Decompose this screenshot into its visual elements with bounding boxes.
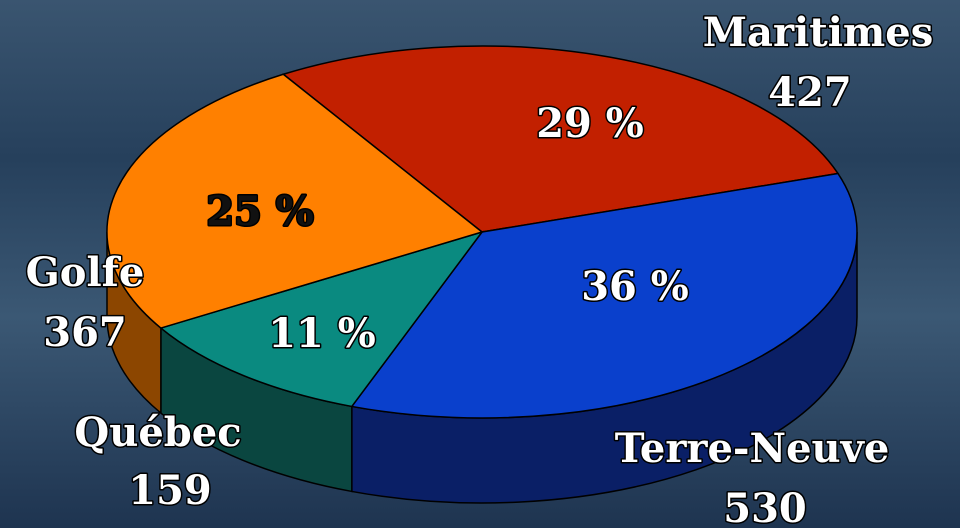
percentage-label: 11 %	[268, 310, 376, 357]
slice	[350, 172, 858, 419]
labels: 29 % Maritimes 427 36 % Terre-Neuve 530 11 % Qu…	[24, 8, 935, 528]
percentage-label: 36 %	[581, 263, 689, 310]
category-label: Terre-Neuve	[615, 425, 890, 472]
value-label: 159	[128, 467, 212, 514]
percentage-label: 29 %	[536, 100, 644, 147]
pie-tops	[106, 45, 858, 419]
percentage-label: 25 %	[206, 188, 314, 235]
slice	[281, 45, 840, 233]
pie-sides	[106, 231, 858, 504]
category-label: Golfe	[26, 249, 145, 296]
value-label: 427	[768, 69, 852, 116]
value-label: 367	[43, 309, 127, 356]
slice	[106, 73, 484, 329]
slice	[159, 230, 484, 408]
value-label: 530	[723, 485, 807, 528]
category-label: Maritimes	[703, 9, 933, 56]
category-label: Québec	[74, 409, 241, 456]
